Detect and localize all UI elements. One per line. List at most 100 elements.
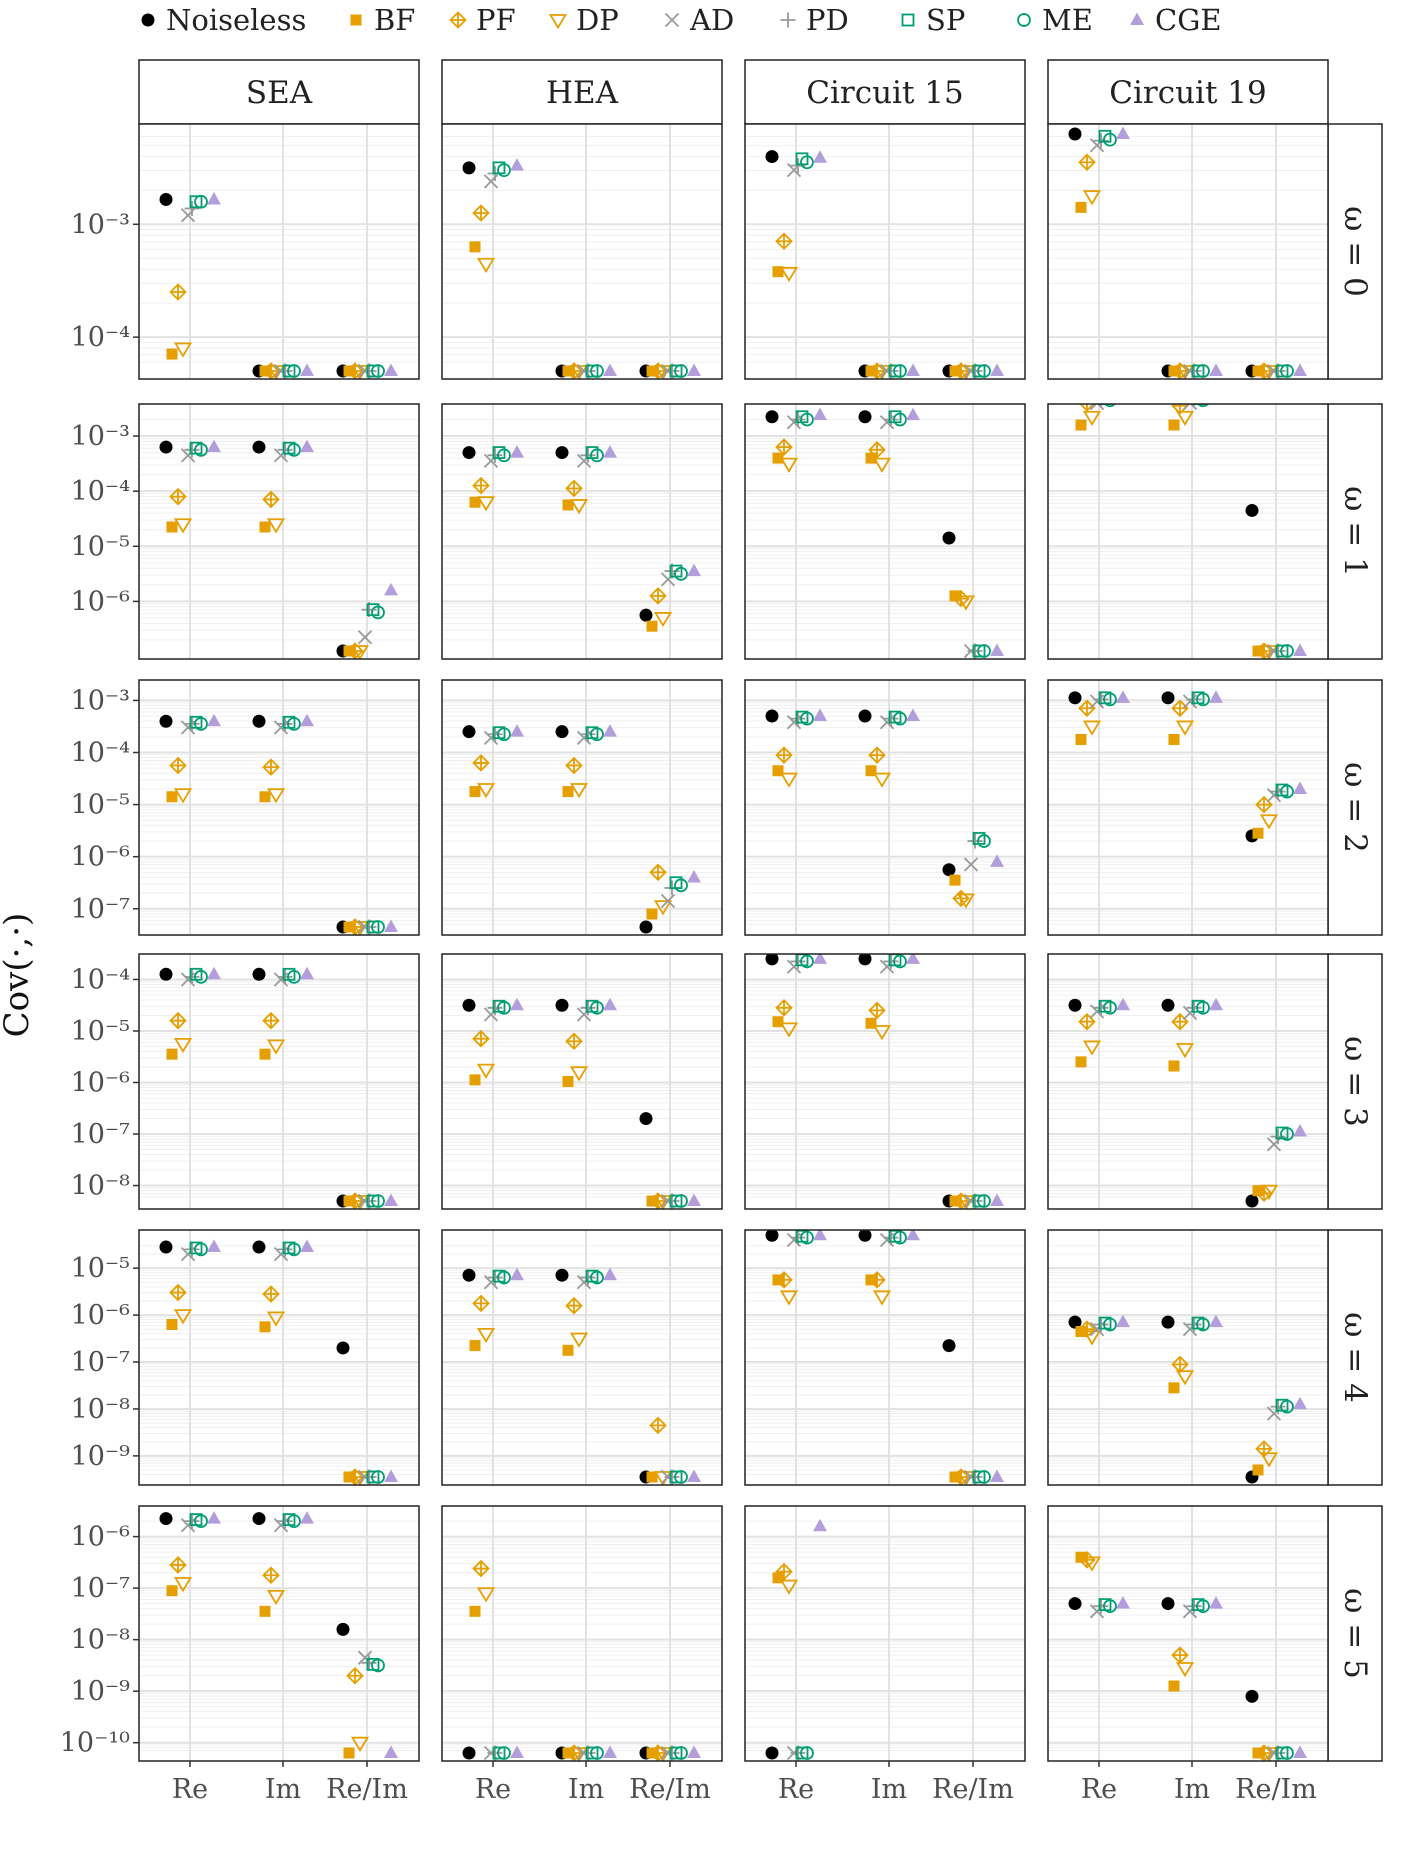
point-sp-re (795, 1746, 809, 1760)
point-me-re-im (1280, 1399, 1294, 1414)
point-bf-re (1075, 201, 1087, 213)
point-noiseless-re (462, 1268, 476, 1282)
point-pd-re (184, 969, 200, 985)
y-tick-label: 10⁻⁵ (71, 1016, 130, 1047)
point-bf-im (259, 1321, 271, 1333)
y-tick-label: 10⁻⁵ (71, 790, 130, 821)
point-sp-re-im (669, 1470, 683, 1484)
y-tick-label: 10⁻⁶ (71, 842, 131, 873)
point-pd-re-im (967, 833, 983, 849)
point-bf-re (1075, 733, 1087, 745)
point-cge-re (1116, 390, 1130, 403)
point-noiseless-re-im (942, 1339, 956, 1353)
point-sp-im (585, 1746, 599, 1760)
point-bf-im (865, 765, 877, 777)
point-bf-re (166, 348, 178, 360)
point-noiseless-re (765, 1746, 779, 1760)
point-cge-re (207, 966, 221, 980)
point-pd-im (277, 1513, 293, 1529)
x-tick-label-re: Re (172, 1774, 208, 1805)
point-me-re (497, 163, 511, 178)
panel-border (138, 953, 420, 1210)
point-me-re-im (371, 605, 385, 620)
point-sp-re-im (1275, 644, 1289, 658)
row-strip-0 (1327, 123, 1383, 380)
point-pf-re-im (649, 587, 667, 605)
point-me-im (590, 1746, 604, 1760)
point-me-re (1103, 1000, 1117, 1015)
legend-marker-pf (449, 11, 467, 29)
point-pf-re (775, 1562, 793, 1581)
y-tick-label: 10⁻⁴ (71, 964, 130, 995)
point-cge-re-im (990, 363, 1004, 376)
point-me-re (1104, 404, 1116, 408)
point-cge-re (813, 708, 827, 722)
point-bf-re (772, 765, 784, 777)
point-cge-re-im (990, 1469, 1004, 1482)
data-points (1068, 126, 1307, 379)
point-me-re-im (1280, 364, 1294, 378)
point-dp-im (266, 1589, 286, 1606)
point-pd-re-im (1270, 784, 1286, 800)
point-cge-re-im (687, 1469, 701, 1482)
point-sp-re-im (366, 1470, 380, 1484)
point-me-re (194, 442, 208, 457)
panel-hea-row-2 (441, 679, 723, 936)
panel-sea-row-2 (138, 679, 420, 936)
point-pf-re (775, 232, 793, 250)
point-dp-im (569, 1332, 589, 1348)
point-cge-re (813, 1230, 827, 1241)
panel-background (442, 680, 722, 935)
point-me-re (194, 1514, 208, 1529)
point-pd-im (1186, 1316, 1202, 1332)
point-me-im (893, 412, 907, 427)
point-dp-re (779, 1290, 799, 1306)
point-sp-re-im (366, 1194, 380, 1208)
data-points (765, 150, 1004, 379)
column-strip-circuit-15 (744, 59, 1026, 125)
point-pf-im (868, 746, 886, 764)
point-me-im (1197, 404, 1209, 408)
point-pf-im (262, 1285, 280, 1303)
panel-circuit-15-row-2 (744, 679, 1026, 936)
data-points (159, 439, 398, 659)
point-cge-re-im (990, 1193, 1004, 1206)
point-cge-re-im (687, 870, 701, 883)
legend-marker-sp (901, 13, 915, 27)
point-me-im (287, 1242, 301, 1257)
point-noiseless-re (462, 1746, 476, 1760)
point-me-im (590, 448, 604, 463)
point-cge-im (603, 1267, 617, 1281)
point-bf-im (1168, 1382, 1180, 1394)
legend-label-pd: PD (806, 3, 849, 37)
point-cge-re-im (990, 854, 1004, 867)
gridlines (442, 404, 722, 659)
point-pf-re (169, 756, 187, 775)
point-cge-re (510, 724, 524, 737)
point-cge-im (906, 1230, 920, 1241)
point-noiseless-im (252, 1240, 266, 1254)
point-dp-re (779, 1579, 799, 1595)
gridlines (139, 1506, 419, 1761)
point-pf-im (565, 756, 583, 775)
point-pd-im (1186, 1598, 1202, 1614)
y-tick-label: 10⁻⁶ (71, 586, 131, 617)
panel-hea-row-1 (441, 403, 723, 660)
point-sp-re-im (669, 1746, 683, 1760)
point-pf-re-im (1255, 795, 1273, 814)
point-pd-re (184, 716, 200, 732)
point-pd-re (184, 1513, 200, 1529)
point-me-re (800, 711, 814, 726)
x-tick-label-re: Re (778, 1774, 814, 1805)
legend-label-dp: DP (576, 3, 619, 37)
point-dp-im (1175, 1370, 1195, 1386)
point-bf-re (166, 1585, 178, 1597)
point-pd-re (790, 1230, 806, 1246)
point-dp-re (476, 1327, 496, 1344)
point-noiseless-re (159, 967, 173, 981)
point-me-re (800, 155, 814, 170)
gridlines (139, 1230, 419, 1485)
y-tick-label: 10⁻¹⁰ (60, 1728, 130, 1759)
point-cge-im (300, 1239, 314, 1253)
point-bf-re (772, 1016, 784, 1028)
